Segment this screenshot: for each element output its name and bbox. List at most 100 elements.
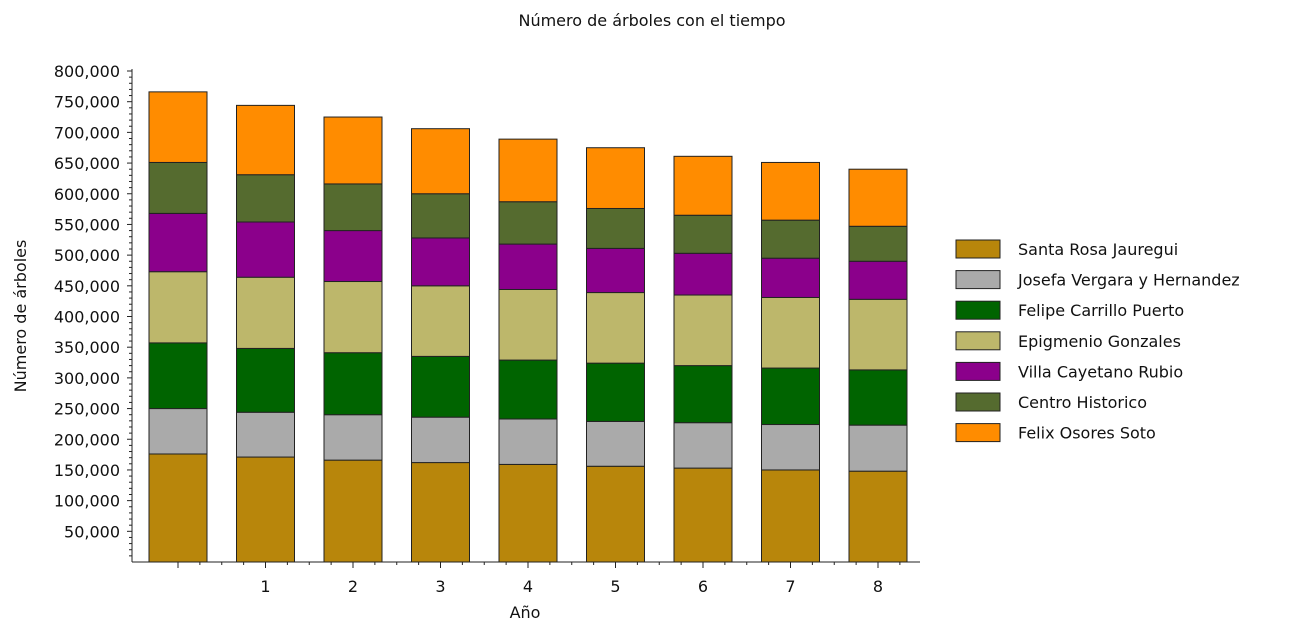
legend-label-1: Josefa Vergara y Hernandez: [1017, 271, 1240, 290]
bar-segment-1-series-2: [236, 347, 295, 413]
legend-swatch-1: [955, 270, 1001, 290]
bar-segment-5-series-0: [586, 465, 645, 563]
bar-segment-3-series-3: [411, 285, 470, 357]
plot-area: 50,000 100,000 150,000 200,000 250,000 300,00…: [54, 62, 920, 596]
bar-segment-3-series-1: [411, 416, 470, 464]
legend-label-0: Santa Rosa Jauregui: [1018, 240, 1178, 259]
y-tick-label: 150,000: [54, 461, 120, 480]
y-tick-label: 50,000: [64, 522, 120, 541]
bar-segment-4-series-6: [498, 138, 558, 203]
bar-segment-3-series-5: [411, 193, 470, 239]
y-tick-label: 200,000: [54, 430, 120, 449]
x-tick-label: 4: [523, 577, 533, 596]
bar-segment-3-series-4: [411, 237, 470, 287]
legend-swatch-6: [955, 423, 1001, 443]
bar-segment-4-series-2: [498, 359, 558, 420]
bar-segment-5-series-5: [586, 207, 645, 249]
legend-label-2: Felipe Carrillo Puerto: [1018, 301, 1184, 320]
bar-segment-0-series-2: [148, 342, 208, 410]
bar-segment-4-series-1: [498, 418, 558, 465]
bar-segment-4-series-4: [498, 243, 558, 290]
x-tick-label: 2: [348, 577, 358, 596]
bar-segment-1-series-0: [236, 456, 295, 563]
y-tick-label: 100,000: [54, 492, 120, 511]
y-axis-label: Número de árboles: [11, 240, 30, 393]
bar-segment-2-series-4: [323, 230, 383, 283]
bar-segment-1-series-5: [236, 174, 295, 223]
legend-swatch-0: [955, 239, 1001, 259]
bar-segment-5-series-2: [586, 362, 645, 422]
bar-segment-7-series-2: [761, 367, 820, 426]
bar-segment-7-series-6: [761, 161, 820, 221]
bar-segment-4-series-3: [498, 288, 558, 361]
x-tick-label: 8: [873, 577, 883, 596]
x-tick-label: 1: [260, 577, 270, 596]
x-tick-label: 5: [610, 577, 620, 596]
y-tick-label: 750,000: [54, 93, 120, 112]
bar-segment-7-series-0: [761, 469, 820, 563]
bar-segment-2-series-6: [323, 116, 383, 185]
bar-segment-6-series-2: [673, 365, 733, 424]
x-tick-label: 7: [785, 577, 795, 596]
bar-segment-6-series-1: [673, 422, 733, 469]
bar-segment-2-series-5: [323, 183, 383, 232]
bar-segment-1-series-6: [236, 104, 295, 176]
bar-segment-8-series-2: [848, 369, 908, 426]
legend-label-3: Epigmenio Gonzales: [1018, 332, 1181, 351]
bar-segment-4-series-5: [498, 201, 558, 245]
y-tick-label: 450,000: [54, 277, 120, 296]
bar-segment-8-series-4: [848, 260, 908, 300]
bar-segment-2-series-2: [323, 352, 383, 416]
bar-segment-4-series-0: [498, 463, 558, 563]
bar-segment-7-series-4: [761, 257, 820, 298]
y-tick-label: 650,000: [54, 154, 120, 173]
y-tick-label: 400,000: [54, 308, 120, 327]
legend-swatch-5: [955, 392, 1001, 412]
y-tick-label: 600,000: [54, 185, 120, 204]
y-tick-label: 250,000: [54, 400, 120, 419]
bar-segment-2-series-1: [323, 414, 383, 461]
bar-segment-0-series-3: [148, 271, 208, 344]
bar-segment-0-series-4: [148, 212, 208, 273]
y-tick-label: 350,000: [54, 338, 120, 357]
bar-segment-0-series-6: [148, 91, 208, 163]
legend: Santa Rosa Jauregui Josefa Vergara y Hern…: [955, 239, 1240, 443]
bar-segment-6-series-6: [673, 155, 733, 216]
bar-segment-1-series-1: [236, 411, 295, 458]
bar-segment-0-series-0: [148, 453, 208, 563]
y-tick-label: 800,000: [54, 62, 120, 81]
bar-segment-6-series-4: [673, 252, 733, 296]
bar-segment-5-series-4: [586, 247, 645, 294]
legend-label-5: Centro Historico: [1018, 393, 1147, 412]
legend-swatch-4: [955, 361, 1001, 381]
bar-segment-8-series-6: [848, 168, 908, 227]
y-tick-label: 700,000: [54, 123, 120, 142]
bar-segment-8-series-5: [848, 225, 908, 262]
legend-swatch-3: [955, 331, 1001, 351]
bar-segment-8-series-3: [848, 298, 908, 371]
y-tick-label: 550,000: [54, 215, 120, 234]
bar-segment-7-series-3: [761, 296, 820, 369]
bar-segment-5-series-3: [586, 292, 645, 364]
y-tick-label: 500,000: [54, 246, 120, 265]
bar-segment-2-series-0: [323, 459, 383, 563]
bar-segment-0-series-5: [148, 161, 208, 214]
bar-segment-2-series-3: [323, 281, 383, 354]
bar-segment-1-series-4: [236, 221, 295, 278]
bar-segment-3-series-6: [411, 128, 470, 195]
legend-label-6: Felix Osores Soto: [1018, 424, 1156, 443]
bar-segment-5-series-6: [586, 147, 645, 209]
bar-segment-6-series-0: [673, 467, 733, 563]
bar-segment-8-series-1: [848, 424, 908, 472]
legend-label-4: Villa Cayetano Rubio: [1018, 362, 1183, 381]
bar-segment-7-series-5: [761, 219, 820, 259]
legend-swatch-2: [955, 300, 1001, 320]
bar-segment-3-series-2: [411, 355, 470, 418]
chart-title: Número de árboles con el tiempo: [518, 11, 785, 30]
bar-segment-8-series-0: [848, 470, 908, 563]
bar-segment-5-series-1: [586, 420, 645, 467]
bar-segment-6-series-5: [673, 214, 733, 254]
y-tick-label: 300,000: [54, 369, 120, 388]
x-tick-label: 6: [698, 577, 708, 596]
bar-segment-7-series-1: [761, 424, 820, 471]
